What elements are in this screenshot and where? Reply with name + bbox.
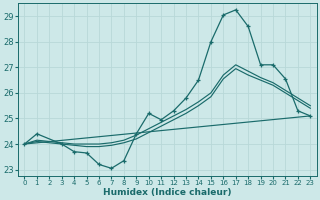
X-axis label: Humidex (Indice chaleur): Humidex (Indice chaleur) — [103, 188, 232, 197]
